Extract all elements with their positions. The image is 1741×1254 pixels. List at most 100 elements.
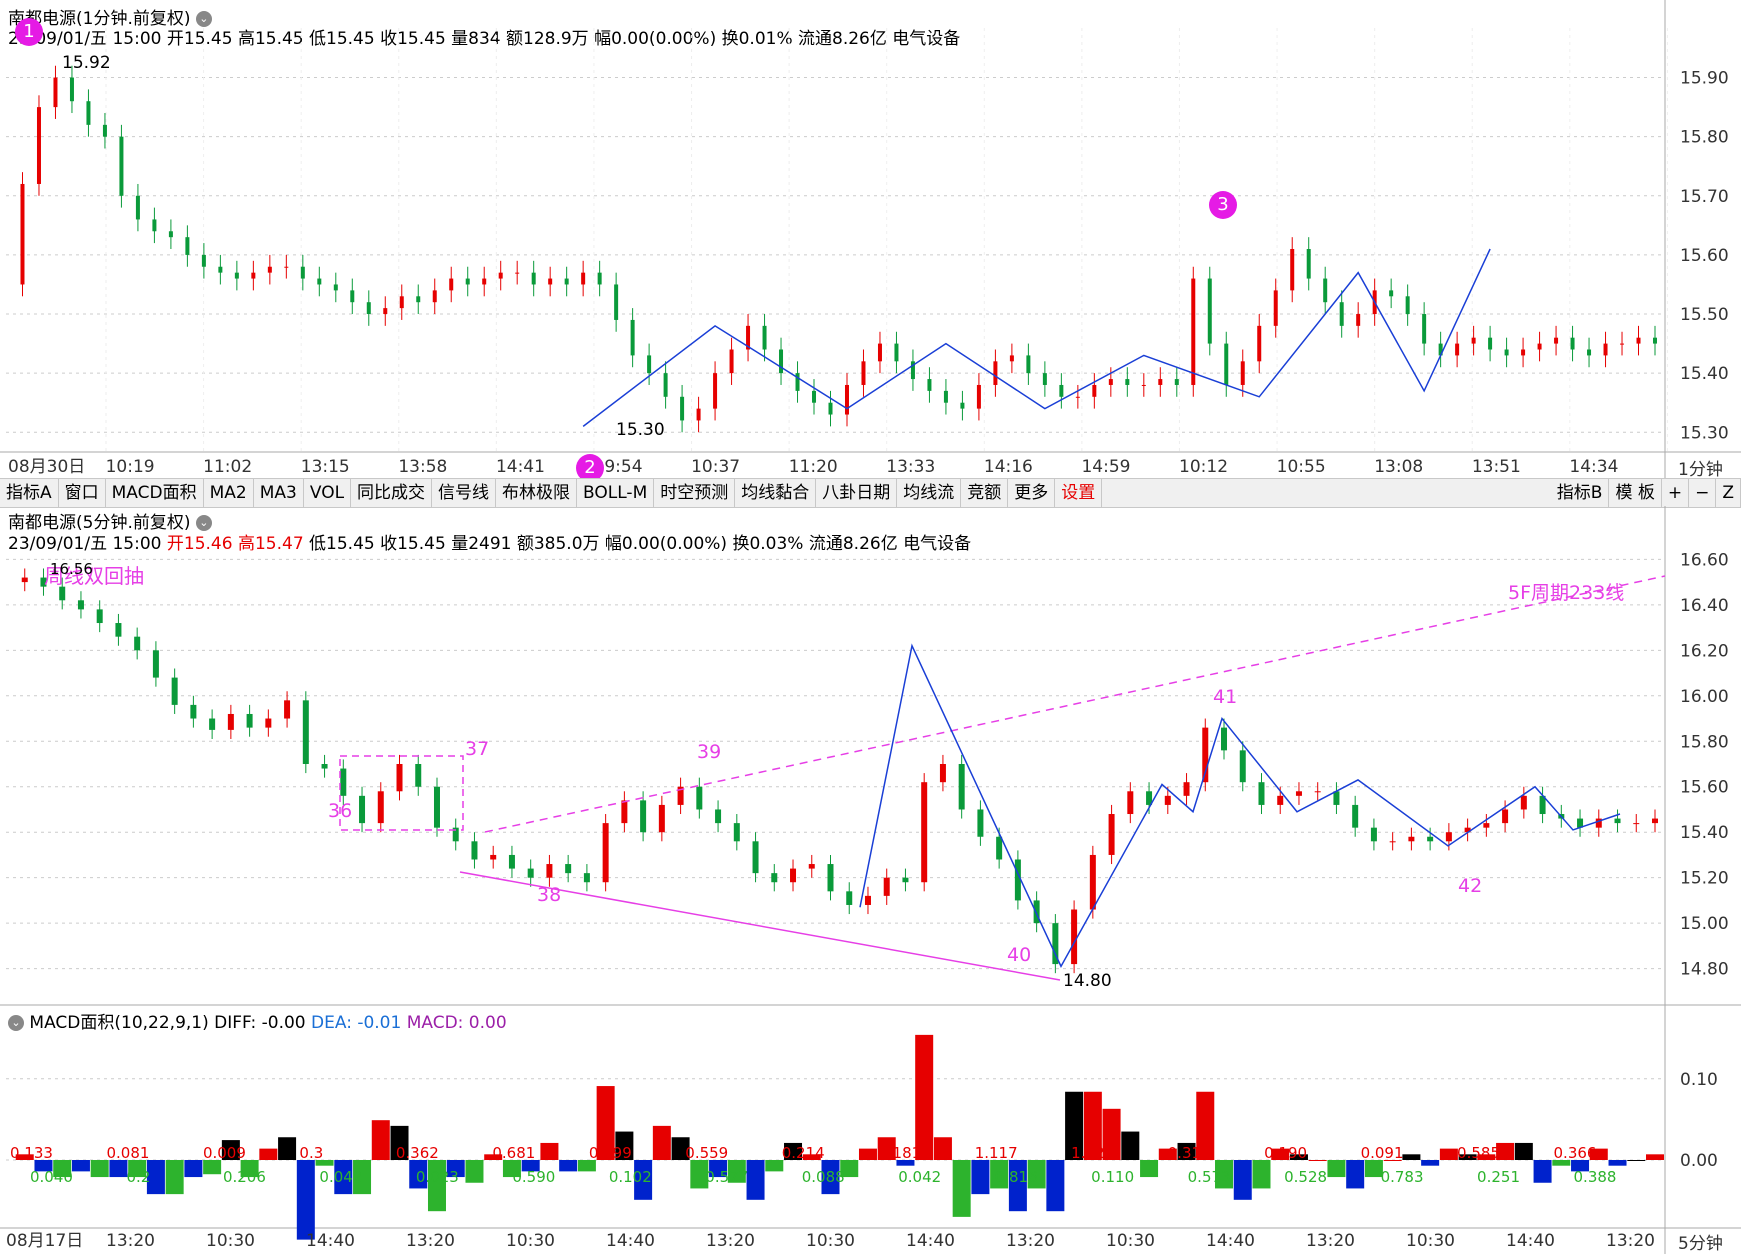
mid-candle xyxy=(621,800,628,824)
macd-x-tick-label: 08月17日 xyxy=(6,1231,83,1251)
macd-histogram-bar xyxy=(634,1160,653,1200)
toolbar-item-template[interactable]: 模 板 xyxy=(1609,479,1662,507)
toolbar-item-bagua-date[interactable]: 八卦日期 xyxy=(816,479,898,507)
top-candle xyxy=(119,136,124,196)
mid-candle xyxy=(883,877,890,896)
zoom-in-button[interactable]: + xyxy=(1662,479,1690,507)
mid-candle xyxy=(1295,791,1302,796)
macd-histogram-bar xyxy=(1571,1160,1590,1172)
top-candle xyxy=(1290,249,1295,291)
top-candle xyxy=(729,349,734,374)
toolbar-item-indicator-b[interactable]: 指标B xyxy=(1551,479,1610,507)
top-candle xyxy=(1059,384,1064,397)
macd-red-value: 0.362 xyxy=(396,1144,439,1162)
mid-y-tick-label: 16.40 xyxy=(1680,596,1729,616)
toolbar-item-spacetime-forecast[interactable]: 时空预测 xyxy=(654,479,736,507)
top-candle xyxy=(960,402,965,409)
toolbar-item-boll-m[interactable]: BOLL-M xyxy=(577,479,655,507)
toolbar-item-ma3[interactable]: MA3 xyxy=(254,479,304,507)
mid-candle xyxy=(640,800,647,833)
zoom-out-button[interactable]: − xyxy=(1689,479,1717,507)
chevron-down-icon[interactable]: ⌄ xyxy=(195,515,212,531)
macd-red-value: 0.559 xyxy=(685,1144,728,1162)
top-low-label: 15.30 xyxy=(616,420,665,440)
macd-red-value: 0.081 xyxy=(106,1144,149,1162)
macd-period-label[interactable]: 5分钟 xyxy=(1678,1234,1723,1254)
mid-consolidation-box xyxy=(339,755,464,831)
top-candle xyxy=(597,272,602,285)
mid-candle xyxy=(1539,795,1546,815)
toolbar-item-ma-converge[interactable]: 均线黏合 xyxy=(735,479,817,507)
toolbar-item-bid-amount[interactable]: 竞额 xyxy=(961,479,1009,507)
macd-histogram-bar xyxy=(390,1125,409,1160)
mid-candle xyxy=(958,764,965,810)
top-candle xyxy=(663,373,668,397)
top-x-tick-label: 10:19 xyxy=(106,457,155,477)
macd-histogram-bar xyxy=(1196,1091,1215,1160)
top-candle xyxy=(1323,278,1328,303)
toolbar-item-indicator-a[interactable]: 指标A xyxy=(0,479,59,507)
mid-candle xyxy=(471,841,478,860)
macd-histogram-bar xyxy=(971,1160,990,1195)
chevron-down-icon[interactable]: ⌄ xyxy=(8,1015,24,1031)
mid-candle xyxy=(1164,795,1171,805)
macd-histogram-bar xyxy=(334,1160,353,1195)
mid-y-tick-label: 15.60 xyxy=(1680,778,1729,798)
macd-histogram-bar xyxy=(1215,1160,1234,1189)
mid-candle xyxy=(152,650,159,678)
macd-histogram-bar xyxy=(1065,1091,1084,1160)
mid-candle xyxy=(977,809,984,837)
mid-candle xyxy=(752,841,759,874)
toolbar-item-more[interactable]: 更多 xyxy=(1008,479,1056,507)
top-x-tick-label: 08月30日 xyxy=(8,457,85,477)
macd-x-tick-label: 13:20 xyxy=(706,1231,755,1251)
top-candle xyxy=(416,296,421,303)
top-candle xyxy=(993,361,998,385)
toolbar-item-ma-flow[interactable]: 均线流 xyxy=(897,479,962,507)
macd-histogram-bar xyxy=(1046,1160,1065,1212)
top-period-label[interactable]: 1分钟 xyxy=(1678,460,1723,480)
mid-candle xyxy=(433,786,440,828)
macd-histogram-bar xyxy=(34,1160,53,1172)
toolbar-item-ma2[interactable]: MA2 xyxy=(204,479,254,507)
top-x-tick-label: 11:02 xyxy=(203,457,252,477)
macd-histogram-bar xyxy=(128,1160,147,1178)
macd-green-value: 0.577 xyxy=(705,1168,748,1186)
top-candle xyxy=(168,231,173,238)
top-candle xyxy=(1158,379,1163,385)
mid-candle xyxy=(790,868,797,883)
toolbar-item-macd-area[interactable]: MACD面积 xyxy=(106,479,204,507)
top-candle xyxy=(927,379,932,391)
mid-candle xyxy=(321,764,328,769)
mid-candle xyxy=(171,677,178,705)
top-candle xyxy=(1636,337,1641,344)
macd-x-tick-label: 10:30 xyxy=(1406,1231,1455,1251)
macd-histogram-bar xyxy=(690,1160,709,1189)
macd-x-tick-label: 14:40 xyxy=(1506,1231,1555,1251)
top-candle xyxy=(1438,343,1443,356)
mid-candle xyxy=(1633,823,1640,825)
macd-green-value: 0.040 xyxy=(30,1168,73,1186)
low-price-label: 14.80 xyxy=(1063,971,1112,991)
macd-histogram-bar xyxy=(765,1160,784,1172)
toolbar-item-boll-limit[interactable]: 布林极限 xyxy=(496,479,578,507)
macd-histogram-bar xyxy=(1289,1154,1308,1160)
macd-x-tick-label: 13:20 xyxy=(1606,1231,1655,1251)
mid-candle xyxy=(864,895,871,905)
top-candle xyxy=(762,325,767,350)
macd-histogram-bar xyxy=(1083,1091,1102,1160)
macd-histogram-bar xyxy=(1364,1160,1383,1178)
macd-histogram-bar xyxy=(146,1160,165,1195)
toolbar-item-vol[interactable]: VOL xyxy=(304,479,352,507)
macd-histogram-bar xyxy=(371,1120,390,1160)
toolbar-item-settings[interactable]: 设置 xyxy=(1055,479,1103,507)
toolbar-item-window[interactable]: 窗口 xyxy=(59,479,106,507)
mid-candle xyxy=(1033,900,1040,924)
chevron-down-icon[interactable]: ⌄ xyxy=(195,11,212,27)
toolbar-item-yoy-volume[interactable]: 同比成交 xyxy=(351,479,433,507)
toolbar-item-signal-line[interactable]: 信号线 xyxy=(432,479,497,507)
top-candle xyxy=(614,284,619,320)
mid-y-tick-label: 15.40 xyxy=(1680,823,1729,843)
top-x-tick-label: 14:59 xyxy=(1081,457,1130,477)
mid-y-tick-label: 16.60 xyxy=(1680,550,1729,570)
